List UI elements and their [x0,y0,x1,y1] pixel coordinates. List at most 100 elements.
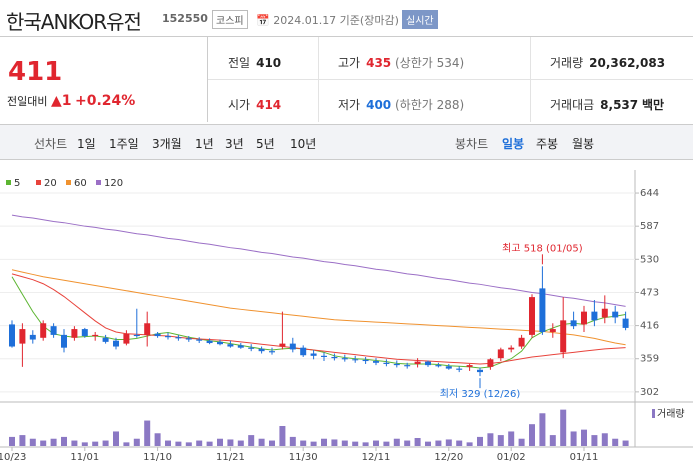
candle-body [549,329,556,332]
volume-bar [175,441,182,446]
volume-bar [622,440,629,446]
x-tick-label: 01/02 [497,452,526,463]
volume-bar [40,440,47,446]
volume-label: 거래량 [657,408,685,420]
price-box: 411 전일대비 ▲1 +0.24% [0,37,208,122]
volume-bar [206,441,213,446]
volume-bar [310,441,317,446]
date-text: 2024.01.17 기준(장마감) [273,14,399,27]
candle-body [518,337,525,347]
tab-label: 선차트 [34,137,68,151]
change: 전일대비 ▲1 +0.24% [7,93,135,109]
volume-bar [61,436,67,446]
candle-body [61,334,67,348]
label: 고가 [338,56,361,70]
volume-bar [113,431,119,446]
volume-bar [591,435,598,446]
candle-body [50,326,57,335]
ma-line [11,273,626,365]
volume-bar [425,441,431,446]
volume-bar [50,438,57,446]
legend-label: 120 [104,178,123,189]
volume-bar [196,440,203,446]
candle-body [113,340,119,347]
volume-bar [248,435,255,446]
candle-body [40,323,47,338]
volume-bar [404,440,411,446]
period-tab[interactable]: 일봉 [502,137,525,151]
period-tab[interactable]: 1년 [195,137,214,151]
value: 8,537 [600,98,639,112]
stat: 거래대금 8,537 백만 [550,96,664,113]
stock-name: 한국ANKOR유전 [6,10,142,34]
volume-bar [581,429,587,446]
candle-body [300,347,307,356]
candle-body [206,340,213,344]
candle-body [581,311,587,325]
candle-body [144,323,151,335]
candle-body [289,343,296,350]
stat: 전일 410 [228,54,281,71]
stat: 시가 414 [228,96,281,113]
volume-bar [81,442,88,446]
stat: 거래량 20,362,083 [550,54,665,71]
period-tab[interactable]: 3개월 [152,137,182,151]
volume-bar [383,441,390,446]
value: 414 [256,98,282,112]
volume-bar [217,438,223,446]
candle-body [331,356,338,359]
candle-body [529,297,535,335]
note: (하한가 288) [394,98,465,112]
candle-body [560,320,567,353]
period-tab[interactable]: 10년 [290,137,317,151]
candle-body [237,345,244,348]
period-tab[interactable]: 1일 [77,137,96,151]
label: 전일 [228,56,251,70]
title-bar: 한국ANKOR유전 152550 코스피 📅 2024.01.17 기준(장마감… [0,0,693,37]
value: 410 [256,56,282,70]
realtime-button[interactable]: 실시간 [402,10,438,29]
note: (상한가 534) [394,56,465,70]
candle-body [248,347,255,349]
volume-bar [71,440,78,446]
candle-body [269,351,275,353]
candle-body [227,344,234,347]
volume-bar [133,438,140,446]
date: 📅 2024.01.17 기준(장마감) [256,14,399,27]
volume-bar [237,440,244,446]
period-tab[interactable]: 3년 [225,137,244,151]
candle-body [154,333,161,337]
stat: 고가 435 (상한가 534) [338,54,464,71]
candle-body [81,329,88,337]
candle-body [102,337,109,342]
ma-line [11,214,626,307]
volume-bar [341,440,348,446]
label: 거래량 [550,56,584,70]
period-tab[interactable]: 주봉 [536,137,559,151]
candle-body [456,368,463,370]
volume-bar [549,435,556,446]
stats: 전일 410 고가 435 (상한가 534) 거래량 20,362,083 시가 41… [208,37,693,122]
volume-bar [477,436,483,446]
y-tick-label: 473 [640,287,659,298]
x-tick-label: 12/11 [362,452,391,463]
period-tab[interactable]: 월봉 [572,137,595,151]
period-tab[interactable]: 5년 [256,137,275,151]
legend-label: 20 [44,178,57,189]
volume-bar [393,438,400,446]
volume-bar [279,426,286,446]
volume-bar [227,439,234,446]
y-tick-label: 416 [640,321,659,332]
volume-bar [362,442,369,446]
x-tick-label: 11/21 [216,452,245,463]
candle-body [601,308,608,318]
volume-bar [258,438,265,446]
change-pct: +0.24% [75,93,136,109]
volume-bar [144,420,151,446]
volume-bar [518,438,525,446]
change-arrow: ▲ [50,93,62,109]
candle-body [622,318,629,328]
period-tab[interactable]: 1주일 [109,137,139,151]
candle-body [123,333,130,344]
